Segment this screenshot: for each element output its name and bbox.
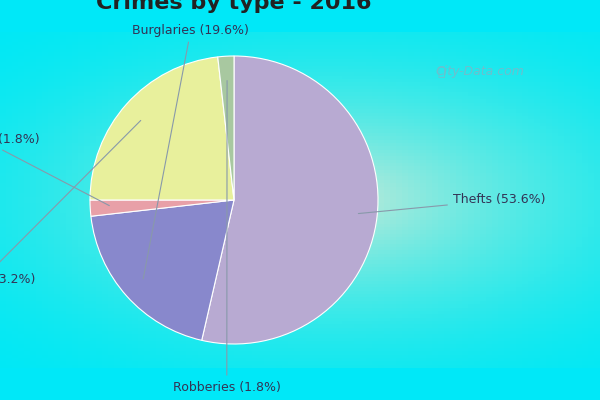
Text: City-Data.com: City-Data.com [436, 66, 524, 78]
Wedge shape [90, 57, 234, 200]
Text: Robberies (1.8%): Robberies (1.8%) [173, 80, 281, 394]
Text: Auto thefts (1.8%): Auto thefts (1.8%) [0, 133, 109, 206]
Title: Crimes by type - 2016: Crimes by type - 2016 [96, 0, 372, 13]
Text: ⓘ: ⓘ [437, 66, 445, 78]
Text: Assaults (23.2%): Assaults (23.2%) [0, 120, 141, 286]
Wedge shape [218, 56, 234, 200]
Text: Burglaries (19.6%): Burglaries (19.6%) [133, 24, 249, 279]
Text: Thefts (53.6%): Thefts (53.6%) [358, 194, 545, 214]
Wedge shape [90, 200, 234, 216]
Wedge shape [202, 56, 378, 344]
Wedge shape [91, 200, 234, 340]
